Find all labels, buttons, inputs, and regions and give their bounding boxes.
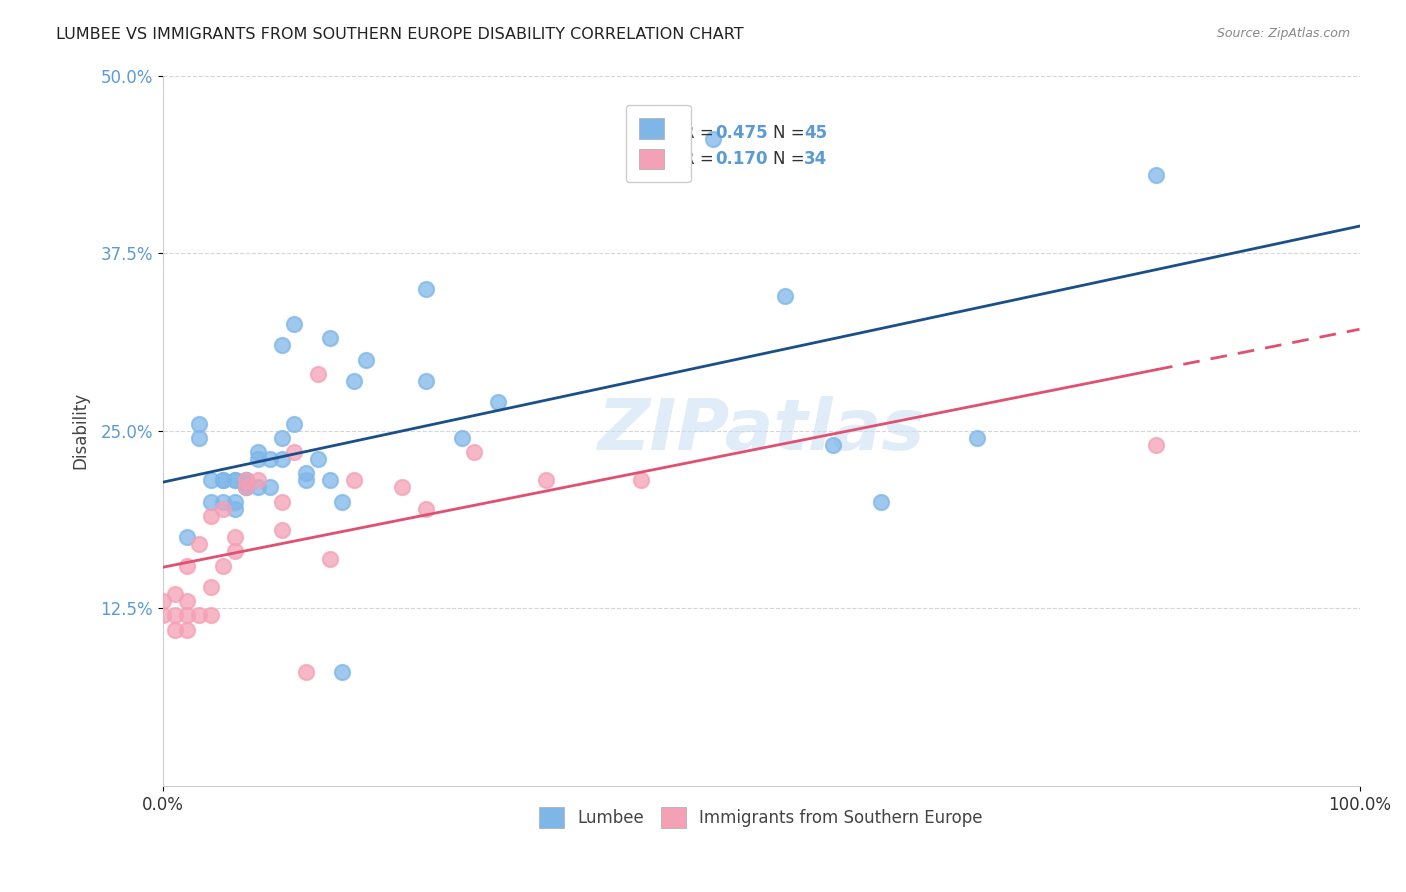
Point xyxy=(187,417,209,431)
Point xyxy=(152,608,174,623)
Point xyxy=(271,523,294,537)
Text: 0.170: 0.170 xyxy=(716,150,768,168)
Point xyxy=(391,480,413,494)
Point xyxy=(224,530,246,544)
Point xyxy=(211,494,233,508)
Point xyxy=(224,544,246,558)
Point xyxy=(295,665,318,680)
Point xyxy=(235,474,257,488)
Point xyxy=(343,474,366,488)
Point xyxy=(235,474,257,488)
Point xyxy=(163,623,186,637)
Point xyxy=(307,452,329,467)
Point xyxy=(235,480,257,494)
Text: 0.475: 0.475 xyxy=(716,124,768,142)
Point xyxy=(283,417,305,431)
Point xyxy=(247,474,270,488)
Point xyxy=(271,431,294,445)
Point xyxy=(200,494,222,508)
Point xyxy=(235,474,257,488)
Point xyxy=(211,474,233,488)
Point xyxy=(821,438,844,452)
Point xyxy=(486,395,509,409)
Text: ZIPatlas: ZIPatlas xyxy=(598,396,925,465)
Point xyxy=(163,587,186,601)
Point xyxy=(259,452,281,467)
Point xyxy=(224,501,246,516)
Text: R =: R = xyxy=(683,124,720,142)
Point xyxy=(534,474,557,488)
Point xyxy=(176,608,198,623)
Text: 45: 45 xyxy=(804,124,827,142)
Point xyxy=(224,494,246,508)
Point xyxy=(869,494,891,508)
Point xyxy=(702,132,724,146)
Point xyxy=(176,530,198,544)
Point xyxy=(463,445,485,459)
Point xyxy=(1144,438,1167,452)
Point xyxy=(451,431,474,445)
Point xyxy=(630,474,652,488)
Point xyxy=(176,594,198,608)
Text: 34: 34 xyxy=(804,150,828,168)
Point xyxy=(343,374,366,388)
Point xyxy=(307,367,329,381)
Point xyxy=(271,452,294,467)
Point xyxy=(415,374,437,388)
Point xyxy=(176,623,198,637)
Point xyxy=(235,480,257,494)
Text: N =: N = xyxy=(773,124,810,142)
Text: N =: N = xyxy=(773,150,810,168)
Point xyxy=(224,474,246,488)
Point xyxy=(259,480,281,494)
Point xyxy=(187,608,209,623)
Text: LUMBEE VS IMMIGRANTS FROM SOUTHERN EUROPE DISABILITY CORRELATION CHART: LUMBEE VS IMMIGRANTS FROM SOUTHERN EUROP… xyxy=(56,27,744,42)
Point xyxy=(415,501,437,516)
Point xyxy=(283,445,305,459)
Point xyxy=(966,431,988,445)
Point xyxy=(415,282,437,296)
Point xyxy=(319,551,342,566)
Point xyxy=(200,608,222,623)
Point xyxy=(247,445,270,459)
Y-axis label: Disability: Disability xyxy=(72,392,89,469)
Point xyxy=(773,289,796,303)
Point xyxy=(319,331,342,345)
Point xyxy=(247,480,270,494)
Point xyxy=(271,494,294,508)
Point xyxy=(176,558,198,573)
Point xyxy=(224,474,246,488)
Point xyxy=(354,352,377,367)
Point xyxy=(319,474,342,488)
Point xyxy=(235,480,257,494)
Point xyxy=(187,431,209,445)
Point xyxy=(200,508,222,523)
Point xyxy=(330,665,353,680)
Legend: Lumbee, Immigrants from Southern Europe: Lumbee, Immigrants from Southern Europe xyxy=(533,801,990,834)
Point xyxy=(330,494,353,508)
Point xyxy=(200,474,222,488)
Text: Source: ZipAtlas.com: Source: ZipAtlas.com xyxy=(1216,27,1350,40)
Point xyxy=(211,501,233,516)
Point xyxy=(295,474,318,488)
Point xyxy=(1144,168,1167,182)
Point xyxy=(211,558,233,573)
Point xyxy=(271,338,294,352)
Point xyxy=(163,608,186,623)
Point xyxy=(211,474,233,488)
Text: R =: R = xyxy=(683,150,720,168)
Point xyxy=(187,537,209,551)
Point xyxy=(152,594,174,608)
Point xyxy=(200,580,222,594)
Point xyxy=(247,452,270,467)
Point xyxy=(295,467,318,481)
Point xyxy=(283,317,305,331)
